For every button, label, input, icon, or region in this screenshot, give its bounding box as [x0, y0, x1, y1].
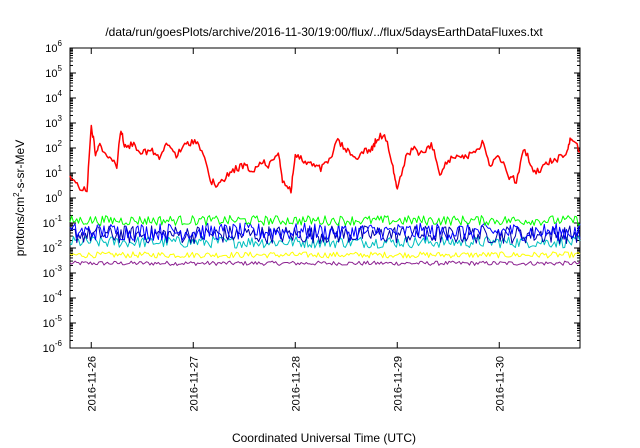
y-axis-label-base: protons/cm — [13, 197, 27, 256]
x-axis-label: Coordinated Universal Time (UTC) — [232, 431, 416, 445]
y-tick-label: 10-1 — [43, 214, 63, 230]
y-axis-label-sup: 2 — [12, 192, 21, 197]
y-tick-base: 10 — [43, 243, 55, 255]
y-tick-exponent: 5 — [58, 64, 63, 73]
x-tick-label: 2016-11-28 — [290, 356, 302, 411]
y-tick-label: 10-6 — [43, 339, 63, 355]
y-axis-label-rest: -s-sr-MeV — [13, 140, 27, 193]
y-tick-base: 10 — [43, 218, 55, 230]
y-tick-exponent: -4 — [55, 289, 63, 298]
y-tick-base: 10 — [45, 43, 57, 55]
y-tick-exponent: 4 — [58, 89, 63, 98]
y-tick-label: 10-2 — [43, 239, 63, 255]
x-tick-label: 2016-11-30 — [494, 356, 506, 411]
y-tick-base: 10 — [45, 118, 57, 130]
plot-frame — [69, 47, 581, 349]
y-tick-exponent: 2 — [58, 139, 63, 148]
y-tick-label: 106 — [45, 39, 62, 55]
x-tick-label: 2016-11-26 — [86, 356, 98, 411]
y-tick-label: 100 — [45, 189, 62, 205]
plot-border — [69, 47, 581, 349]
y-tick-exponent: -6 — [55, 339, 63, 348]
series-line-4 — [69, 235, 581, 249]
y-tick-exponent: 1 — [58, 164, 63, 173]
y-tick-base: 10 — [45, 143, 57, 155]
y-tick-base: 10 — [43, 268, 55, 280]
y-tick-label: 105 — [45, 64, 62, 80]
x-tick-label: 2016-11-29 — [392, 356, 404, 411]
y-tick-base: 10 — [43, 318, 55, 330]
y-tick-exponent: 0 — [58, 189, 63, 198]
series-line-6 — [69, 260, 581, 266]
x-axis: 2016-11-26 2016-11-27 2016-11-28 2016-11-29… — [86, 48, 506, 411]
series-line-1 — [69, 215, 581, 226]
y-tick-base: 10 — [45, 93, 57, 105]
x-tick-label: 2016-11-27 — [188, 356, 200, 411]
y-tick-label: 104 — [45, 89, 62, 105]
y-tick-base: 10 — [45, 193, 57, 205]
series-layer — [69, 124, 581, 266]
y-axis: 10-610-510-410-310-210-11001011021031041… — [43, 39, 580, 355]
y-tick-base: 10 — [43, 343, 55, 355]
y-tick-exponent: -1 — [55, 214, 63, 223]
y-axis-label: protons/cm2-s-sr-MeV — [12, 140, 27, 256]
series-line-5 — [69, 251, 581, 259]
chart-title: /data/run/goesPlots/archive/2016-11-30/1… — [105, 25, 543, 39]
y-tick-label: 10-4 — [43, 289, 63, 305]
y-tick-exponent: 3 — [58, 114, 63, 123]
y-tick-label: 10-3 — [43, 264, 63, 280]
y-tick-exponent: -3 — [55, 264, 63, 273]
y-tick-label: 10-5 — [43, 314, 63, 330]
y-tick-label: 101 — [45, 164, 62, 180]
y-tick-base: 10 — [43, 293, 55, 305]
y-tick-exponent: -2 — [55, 239, 63, 248]
y-tick-base: 10 — [45, 168, 57, 180]
series-line-2 — [69, 222, 581, 241]
y-tick-label: 103 — [45, 114, 62, 130]
y-tick-exponent: 6 — [58, 39, 63, 48]
y-tick-base: 10 — [45, 68, 57, 80]
y-tick-label: 102 — [45, 139, 62, 155]
y-tick-exponent: -5 — [55, 314, 63, 323]
series-line-0 — [69, 124, 581, 194]
